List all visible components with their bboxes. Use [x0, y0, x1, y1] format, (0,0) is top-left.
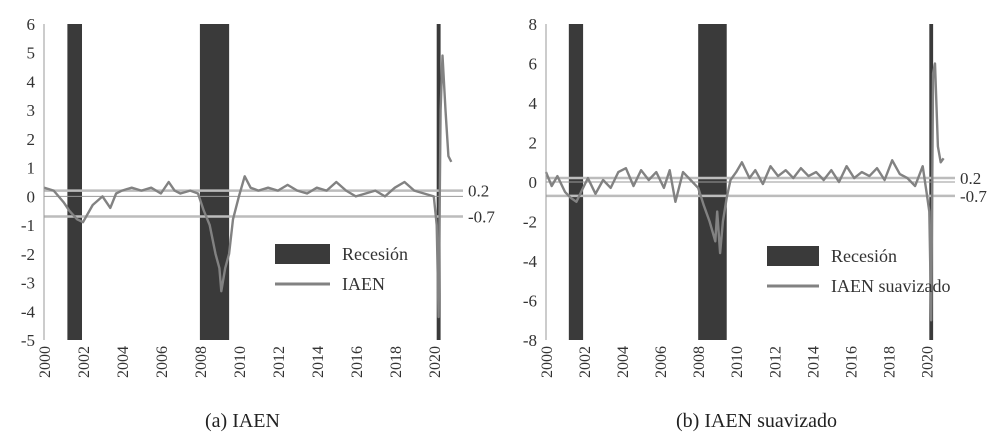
recession-bar — [67, 24, 83, 340]
y-tick-label: 0 — [529, 173, 538, 192]
legend-label-recession: Recesión — [831, 246, 897, 266]
y-tick-label: -6 — [523, 292, 537, 311]
chart-a-caption: (a) IAEN — [205, 410, 280, 432]
y-tick-label: -8 — [523, 331, 537, 350]
x-tick-label: 2008 — [691, 346, 708, 378]
x-tick-label: 2014 — [310, 346, 327, 378]
x-tick-label: 2016 — [349, 346, 366, 378]
x-tick-label: 2012 — [767, 346, 784, 378]
legend-label-recession: Recesión — [342, 244, 408, 264]
legend-label-series: IAEN — [342, 274, 385, 294]
y-tick-label: -4 — [523, 252, 538, 271]
x-tick-label: 2002 — [76, 346, 93, 378]
x-tick-label: 2002 — [577, 346, 594, 378]
x-tick-label: 2020 — [427, 346, 444, 378]
y-tick-label: 3 — [27, 101, 36, 120]
x-tick-label: 2000 — [539, 346, 556, 378]
series-line — [43, 54, 453, 319]
y-tick-label: 4 — [529, 94, 538, 113]
x-tick-label: 2008 — [193, 346, 210, 378]
series-line — [544, 62, 945, 322]
chart-b-caption: (b) IAEN suavizado — [676, 410, 838, 432]
y-tick-label: 5 — [27, 44, 36, 63]
reference-line-label: -0.7 — [468, 207, 495, 226]
reference-line-label: -0.7 — [960, 187, 987, 206]
reference-line-label: 0.2 — [960, 169, 981, 188]
x-tick-label: 2020 — [919, 346, 936, 378]
y-tick-label: -3 — [21, 274, 35, 293]
x-tick-label: 2004 — [615, 346, 632, 378]
y-tick-label: 6 — [27, 15, 36, 34]
y-tick-label: 8 — [529, 15, 538, 34]
y-tick-label: -1 — [21, 216, 35, 235]
legend: Recesión IAEN suavizado — [767, 246, 950, 296]
y-tick-label: -5 — [21, 331, 35, 350]
x-tick-label: 2006 — [653, 346, 670, 378]
x-tick-label: 2016 — [843, 346, 860, 378]
x-tick-label: 2018 — [388, 346, 405, 378]
y-tick-label: 0 — [27, 187, 36, 206]
y-tick-label: -2 — [21, 245, 35, 264]
reference-line-label: 0.2 — [468, 182, 489, 201]
x-tick-label: 2010 — [232, 346, 249, 378]
x-tick-label: 2018 — [881, 346, 898, 378]
recession-bar — [199, 24, 230, 340]
x-tick-label: 2004 — [115, 346, 132, 378]
legend: Recesión IAEN — [275, 244, 408, 294]
y-tick-label: 2 — [27, 130, 36, 149]
y-tick-label: 1 — [27, 159, 36, 178]
legend-label-series: IAEN suavizado — [831, 276, 950, 296]
y-tick-label: -4 — [21, 302, 36, 321]
y-tick-label: 2 — [529, 134, 538, 153]
y-tick-label: 4 — [27, 72, 36, 91]
recession-bar — [436, 24, 441, 340]
x-tick-label: 2010 — [729, 346, 746, 378]
x-tick-label: 2000 — [37, 346, 54, 378]
legend-swatch-recession — [767, 246, 819, 266]
x-tick-label: 2014 — [805, 346, 822, 378]
x-tick-label: 2006 — [154, 346, 171, 378]
y-tick-label: -2 — [523, 213, 537, 232]
x-tick-label: 2012 — [271, 346, 288, 378]
legend-swatch-recession — [275, 244, 330, 264]
y-tick-label: 6 — [529, 55, 538, 74]
